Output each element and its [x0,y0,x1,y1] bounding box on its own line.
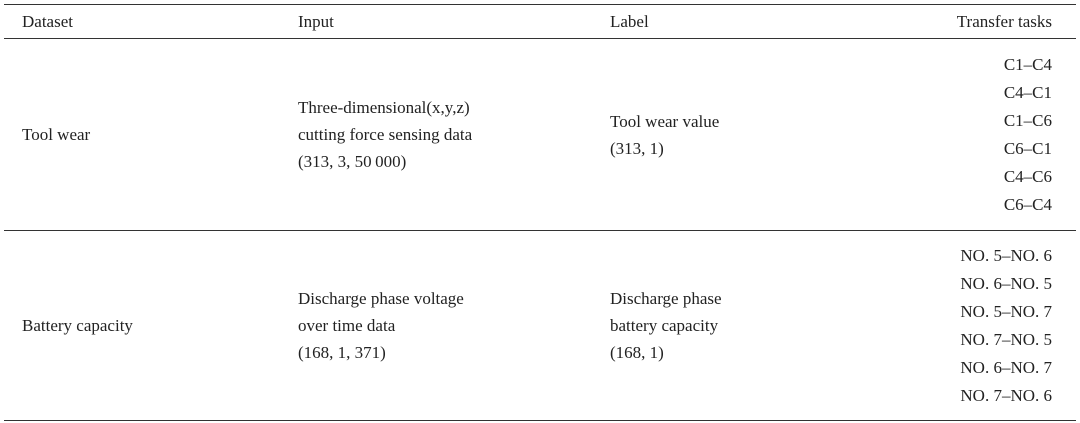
label-cell: Tool wear value (313, 1) [592,39,880,231]
tasks-line: C6–C4 [1003,194,1052,214]
input-cell: Discharge phase voltage over time data (16… [280,231,592,421]
label-line: battery capacity [610,316,719,335]
tasks-line: C4–C6 [1003,166,1052,186]
tasks-cell: C1–C4 C4–C1 C1–C6 C6–C1 C4–C6 C6–C4 [880,39,1076,231]
input-line: Discharge phase voltage [298,289,464,308]
column-header: Transfer tasks [956,11,1052,31]
tasks-line: NO. 5–NO. 7 [960,301,1052,321]
label-line: (168, 1) [610,343,664,362]
tasks-line: NO. 6–NO. 7 [960,357,1052,377]
dataset-cell: Battery capacity [22,315,133,335]
column-header: Label [610,11,649,31]
tasks-line: NO. 5–NO. 6 [960,245,1052,265]
column-header: Input [298,11,334,31]
tasks-line: NO. 7–NO. 6 [960,385,1052,405]
label-line: Tool wear value [610,111,720,131]
table-row: Battery capacity Discharge phase voltage o… [4,231,1076,421]
table-header: Dataset Input Label Transfer tasks [4,4,1076,39]
input-cell: Three-dimensional(x,y,z) cutting force se… [280,39,592,231]
label-cell: Discharge phase battery capacity (168, 1) [592,231,880,421]
tasks-line: NO. 6–NO. 5 [960,273,1052,293]
tasks-line: C4–C1 [1003,82,1052,102]
input-line: (313, 3, 50 000) [298,152,407,171]
tasks-line: C1–C4 [1003,54,1052,74]
table-body: Tool wear Three-dimensional(x,y,z) cutting… [4,39,1076,421]
tasks-cell: NO. 5–NO. 6 NO. 6–NO. 5 NO. 5–NO. 7 NO. 7–N… [880,231,1076,421]
input-line: (168, 1, 371) [298,343,386,362]
input-line: over time data [298,316,396,335]
tasks-line: C6–C1 [1003,138,1052,158]
label-line: (313, 1) [610,138,664,158]
column-header: Dataset [22,11,73,31]
dataset-cell: Tool wear [22,124,91,144]
tasks-line: C1–C6 [1003,110,1052,130]
input-line: cutting force sensing data [298,125,473,144]
tasks-line: NO. 7–NO. 5 [960,329,1052,349]
data-table: Dataset Input Label Transfer tasks Tool wea… [4,4,1076,421]
table-row: Tool wear Three-dimensional(x,y,z) cutting… [4,39,1076,231]
input-line: Three-dimensional(x,y,z) [298,98,470,117]
header-row: Dataset Input Label Transfer tasks [4,4,1076,39]
label-line: Discharge phase [610,289,722,308]
